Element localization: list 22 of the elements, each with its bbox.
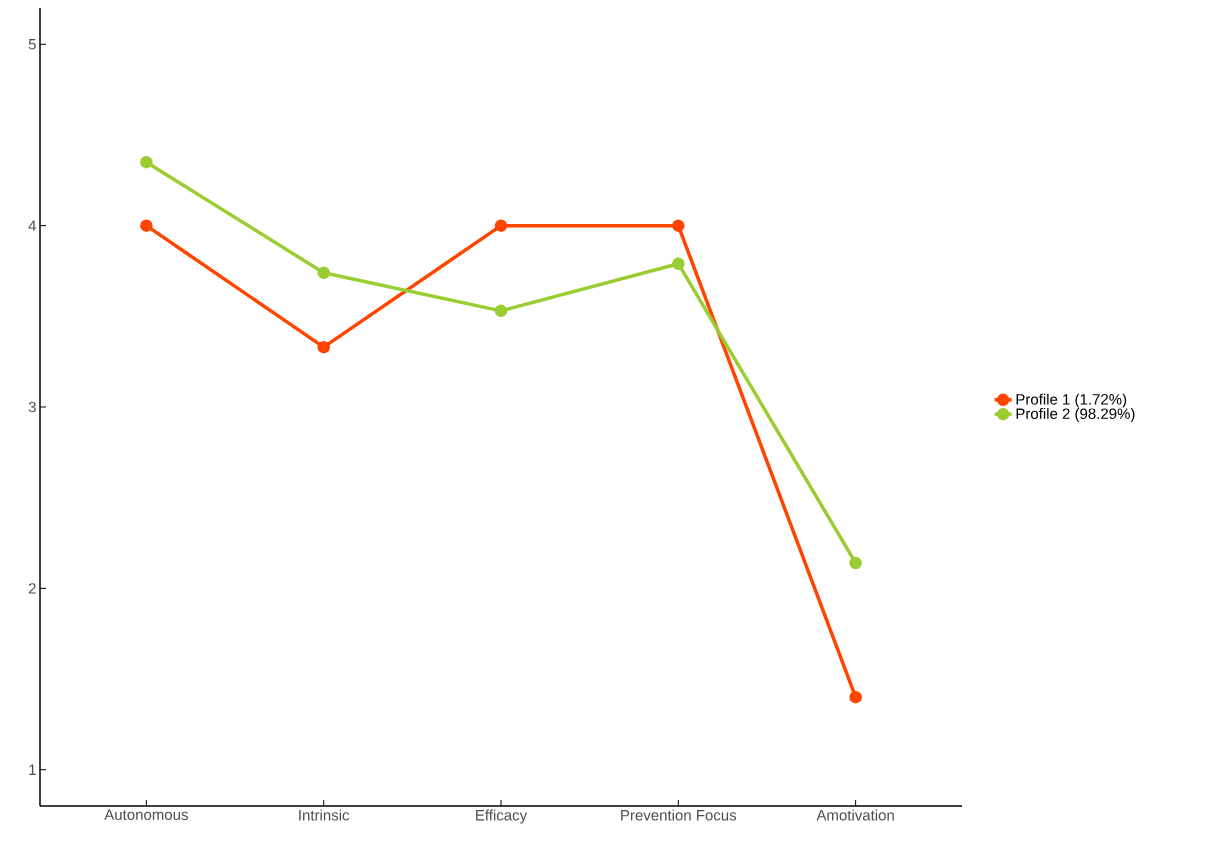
y-tick-label: 3 <box>28 401 36 413</box>
legend-label: Profile 2 (98.29%) <box>1016 407 1135 422</box>
x-tick-label: Efficacy <box>476 809 528 824</box>
x-tick-label: Amotivation <box>816 809 894 821</box>
legend-label: Profile 1 (1.72%) <box>1016 393 1127 408</box>
point <box>140 219 153 232</box>
x-tick-label: Intrinsic <box>299 809 350 821</box>
y-tick-label: 2 <box>28 583 36 594</box>
point <box>672 257 685 270</box>
point <box>494 219 508 232</box>
y-tick-label: 4 <box>28 220 37 231</box>
x-tick-label: Prevention Focus <box>621 809 737 821</box>
point <box>140 155 153 169</box>
y-tick-label: 5 <box>28 39 36 50</box>
y-tick-label: 1 <box>29 764 36 775</box>
point <box>849 556 862 570</box>
point <box>849 690 862 704</box>
point <box>317 340 330 354</box>
point <box>494 304 508 318</box>
point <box>317 266 330 280</box>
point <box>672 219 685 232</box>
x-tick-label: Autonomous <box>104 809 188 820</box>
